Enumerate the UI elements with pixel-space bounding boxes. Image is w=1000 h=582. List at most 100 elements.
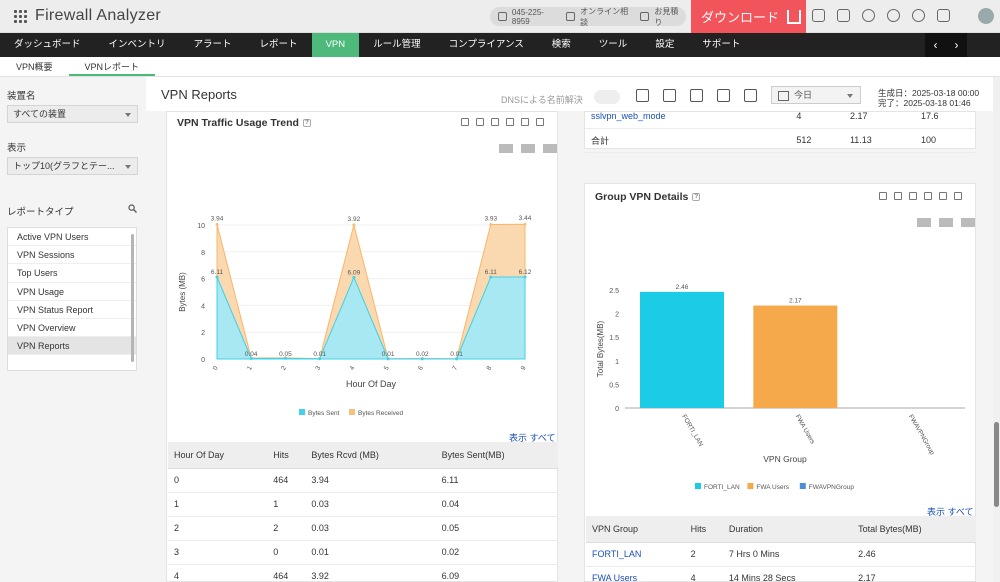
nav-item[interactable]: アラート (193, 39, 232, 50)
nav-item[interactable]: ルール管理 (373, 39, 421, 50)
excel-icon[interactable] (924, 192, 932, 200)
device-select[interactable]: すべての装置 (7, 105, 138, 123)
help-icon[interactable]: ? (302, 119, 311, 128)
x-tick-label: 7 (451, 365, 459, 372)
group-show-all[interactable]: 表示 すべて (927, 507, 974, 517)
report-type-item[interactable]: Active VPN Users (8, 228, 136, 247)
table-cell: 合計 (585, 128, 791, 153)
chevron-left-icon[interactable]: ‹ (933, 38, 938, 52)
table-cell: 6.11 (435, 468, 558, 493)
report-type-item[interactable]: VPN Reports (8, 337, 136, 356)
download-button[interactable]: ダウンロード (691, 0, 806, 33)
nav-item[interactable]: ダッシュボード (14, 39, 81, 50)
line-chart-icon[interactable] (961, 218, 975, 227)
table-cell: 2 (684, 542, 723, 567)
nav-item[interactable]: レポート (259, 39, 298, 50)
nav-item[interactable]: インベントリ (108, 39, 166, 50)
csv-icon[interactable] (717, 89, 730, 102)
app-name: Firewall Analyzer (35, 7, 162, 24)
traffic-show-all[interactable]: 表示 すべて (509, 433, 556, 443)
excel-icon[interactable] (506, 118, 514, 126)
sidebar: 装置名 すべての装置 表示 トップ10(グラフとテー... レポートタイプ Ac… (0, 77, 146, 582)
csv-icon[interactable] (491, 118, 499, 126)
point (318, 357, 322, 361)
scrollbar-thumb[interactable] (994, 422, 999, 507)
x-tick-label: 5 (383, 365, 391, 372)
mail-icon[interactable] (663, 89, 676, 102)
bar (640, 291, 724, 408)
x-tick-label: 8 (486, 365, 494, 372)
column-header[interactable]: Bytes Rcvd (MB) (305, 442, 436, 469)
rocket-icon[interactable] (812, 9, 825, 22)
bell-icon[interactable] (887, 9, 900, 22)
column-header[interactable]: Bytes Sent(MB) (435, 442, 558, 469)
bar-chart-icon[interactable] (939, 218, 953, 227)
expand-icon[interactable] (954, 192, 962, 200)
video-icon[interactable] (837, 9, 850, 22)
legend-swatch (695, 483, 701, 489)
column-header[interactable]: Hour Of Day (168, 442, 268, 469)
csv-icon[interactable] (909, 192, 917, 200)
subnav-tab[interactable]: VPN概要 (16, 62, 53, 72)
report-type-item[interactable]: VPN Usage (8, 283, 136, 301)
nav-scroll-arrows[interactable]: ‹ › (925, 33, 967, 57)
traffic-actions (461, 118, 544, 126)
table-cell: 0.03 (305, 516, 436, 541)
point (489, 275, 493, 279)
report-type-item[interactable]: VPN Sessions (8, 246, 136, 265)
point (249, 356, 253, 360)
column-header[interactable]: Total Bytes(MB) (852, 516, 976, 543)
report-list-scrollbar[interactable] (131, 234, 134, 362)
display-select[interactable]: トップ10(グラフとテー... (7, 157, 138, 175)
apps-grid-icon[interactable] (14, 9, 27, 23)
online-consult[interactable]: オンライン相談 (580, 6, 629, 27)
help-icon[interactable]: ? (692, 193, 701, 202)
contact-pill[interactable]: 045-225-8959 オンライン相談 お見積り (490, 6, 686, 27)
gear-icon[interactable] (912, 9, 925, 22)
data-label: 6.12 (519, 269, 532, 276)
mail-icon[interactable] (461, 118, 469, 126)
report-type-item[interactable]: VPN Overview (8, 319, 136, 338)
monitor-icon[interactable] (937, 9, 950, 22)
column-header[interactable]: VPN Group (586, 516, 685, 543)
pdf-icon[interactable] (690, 89, 703, 102)
pdf-icon[interactable] (476, 118, 484, 126)
nav-item[interactable]: ツール (598, 39, 628, 50)
excel-icon[interactable] (744, 89, 757, 102)
nav-item[interactable]: 設定 (655, 39, 675, 50)
chevron-right-icon[interactable]: › (954, 38, 959, 52)
report-type-item[interactable]: Top Users (8, 264, 136, 283)
mail-icon[interactable] (879, 192, 887, 200)
nav-item[interactable]: サポート (702, 39, 741, 50)
period-select[interactable]: 今日 (771, 86, 861, 104)
bar-chart-icon[interactable] (521, 144, 535, 153)
area-chart-icon[interactable] (917, 218, 931, 227)
expand-icon[interactable] (536, 118, 544, 126)
data-label: 6.11 (485, 269, 498, 276)
table-cell[interactable]: FWA Users (586, 566, 685, 582)
subnav-tab[interactable]: VPNレポート (68, 57, 156, 76)
schedule-icon[interactable] (636, 89, 649, 102)
line-chart-icon[interactable] (543, 144, 557, 153)
column-header[interactable]: Hits (267, 442, 306, 469)
nav-item[interactable]: VPN (311, 33, 360, 57)
refresh-icon[interactable] (939, 192, 947, 200)
avatar[interactable] (978, 8, 994, 24)
report-type-item[interactable]: VPN Status Report (8, 301, 136, 319)
dns-toggle[interactable] (594, 90, 620, 104)
table-cell[interactable]: FORTI_LAN (586, 542, 685, 567)
table-cell: 2.17 (843, 104, 915, 129)
refresh-icon[interactable] (521, 118, 529, 126)
search-icon[interactable] (862, 9, 875, 22)
pdf-icon[interactable] (894, 192, 902, 200)
area-chart-icon[interactable] (499, 144, 513, 153)
legend-swatch (799, 483, 806, 489)
table-cell: 14 Mins 28 Secs (722, 566, 853, 582)
search-icon[interactable] (128, 204, 137, 213)
nav-item[interactable]: 検索 (551, 39, 571, 50)
column-header[interactable]: Hits (684, 516, 723, 543)
nav-item[interactable]: コンプライアンス (448, 39, 524, 50)
page-scrollbar[interactable] (993, 77, 1000, 582)
quote-link[interactable]: お見積り (654, 6, 679, 27)
column-header[interactable]: Duration (722, 516, 853, 543)
